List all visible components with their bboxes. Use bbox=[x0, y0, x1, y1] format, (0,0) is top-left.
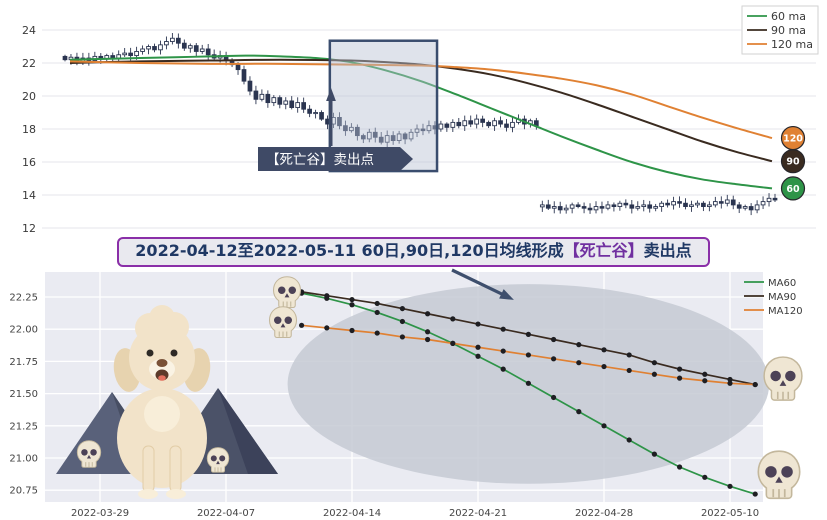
ma-end-badge-120: 120 bbox=[780, 125, 806, 151]
svg-text:22.00: 22.00 bbox=[9, 325, 38, 336]
svg-text:20: 20 bbox=[22, 90, 36, 103]
svg-text:16: 16 bbox=[22, 156, 36, 169]
svg-text:120 ma: 120 ma bbox=[771, 38, 813, 51]
title-banner-row: 2022-04-12至2022-05-11 60日,90日,120日均线形成【死… bbox=[0, 236, 827, 268]
svg-text:2022-05-10: 2022-05-10 bbox=[701, 508, 759, 519]
svg-text:20.75: 20.75 bbox=[9, 486, 38, 497]
ma-detail-chart: 22.25 22.00 21.75 21.50 21.25 21.00 20.75 2022-… bbox=[9, 268, 803, 519]
top-ma-line-60ma bbox=[69, 54, 773, 190]
svg-text:14: 14 bbox=[22, 189, 36, 202]
svg-text:22.25: 22.25 bbox=[9, 293, 38, 304]
svg-text:60: 60 bbox=[786, 184, 800, 195]
annotation-title: 2022-04-12至2022-05-11 60日,90日,120日均线形成【死… bbox=[117, 237, 710, 267]
svg-text:18: 18 bbox=[22, 123, 36, 136]
svg-text:MA90: MA90 bbox=[768, 292, 796, 303]
ma-chart-background: 22.25 22.00 21.75 21.50 21.25 21.00 20.75 2022-… bbox=[9, 272, 770, 519]
svg-text:2022-04-28: 2022-04-28 bbox=[575, 508, 633, 519]
svg-text:21.50: 21.50 bbox=[9, 389, 38, 400]
svg-text:2022-04-07: 2022-04-07 bbox=[197, 508, 255, 519]
svg-text:12: 12 bbox=[22, 222, 36, 235]
annotation-title-highlight: 【死亡谷】 bbox=[563, 241, 644, 260]
skull-icon-ma60-end bbox=[757, 450, 801, 500]
svg-text:21.25: 21.25 bbox=[9, 421, 38, 432]
svg-text:24: 24 bbox=[22, 24, 36, 37]
svg-text:MA60: MA60 bbox=[768, 278, 796, 289]
svg-text:60 ma: 60 ma bbox=[771, 10, 806, 23]
svg-text:2022-03-29: 2022-03-29 bbox=[71, 508, 129, 519]
ma-lines-layer bbox=[299, 289, 758, 497]
svg-text:21.75: 21.75 bbox=[9, 357, 38, 368]
svg-text:120: 120 bbox=[783, 134, 803, 145]
top-ma-line-90ma bbox=[69, 58, 773, 163]
svg-text:90: 90 bbox=[786, 157, 800, 168]
title-pointer-arrow bbox=[451, 268, 514, 300]
valley-illustration bbox=[56, 305, 278, 499]
svg-text:2022-04-14: 2022-04-14 bbox=[323, 508, 381, 519]
svg-text:2022-04-21: 2022-04-21 bbox=[449, 508, 507, 519]
annotation-title-suffix: 卖出点 bbox=[643, 241, 692, 260]
svg-text:MA120: MA120 bbox=[768, 306, 803, 317]
skull-icon-ma-convergence-end bbox=[763, 356, 803, 401]
top-ma-line-120ma bbox=[69, 60, 773, 140]
svg-text:22: 22 bbox=[22, 57, 36, 70]
ma-legend: MA60 MA90 MA120 bbox=[744, 278, 803, 317]
svg-text:21.00: 21.00 bbox=[9, 454, 38, 465]
svg-text:90 ma: 90 ma bbox=[771, 24, 806, 37]
poodle-dog-illustration bbox=[113, 305, 211, 499]
sell-point-label: 【死亡谷】卖出点 bbox=[266, 152, 374, 168]
ma-end-badge-60: 60 bbox=[780, 176, 806, 201]
annotation-title-prefix: 2022-04-12至2022-05-11 60日,90日,120日均线形成 bbox=[135, 241, 564, 260]
sell-point-banner: 【死亡谷】卖出点 bbox=[258, 87, 413, 171]
ma-end-badge-90: 90 bbox=[780, 149, 806, 174]
